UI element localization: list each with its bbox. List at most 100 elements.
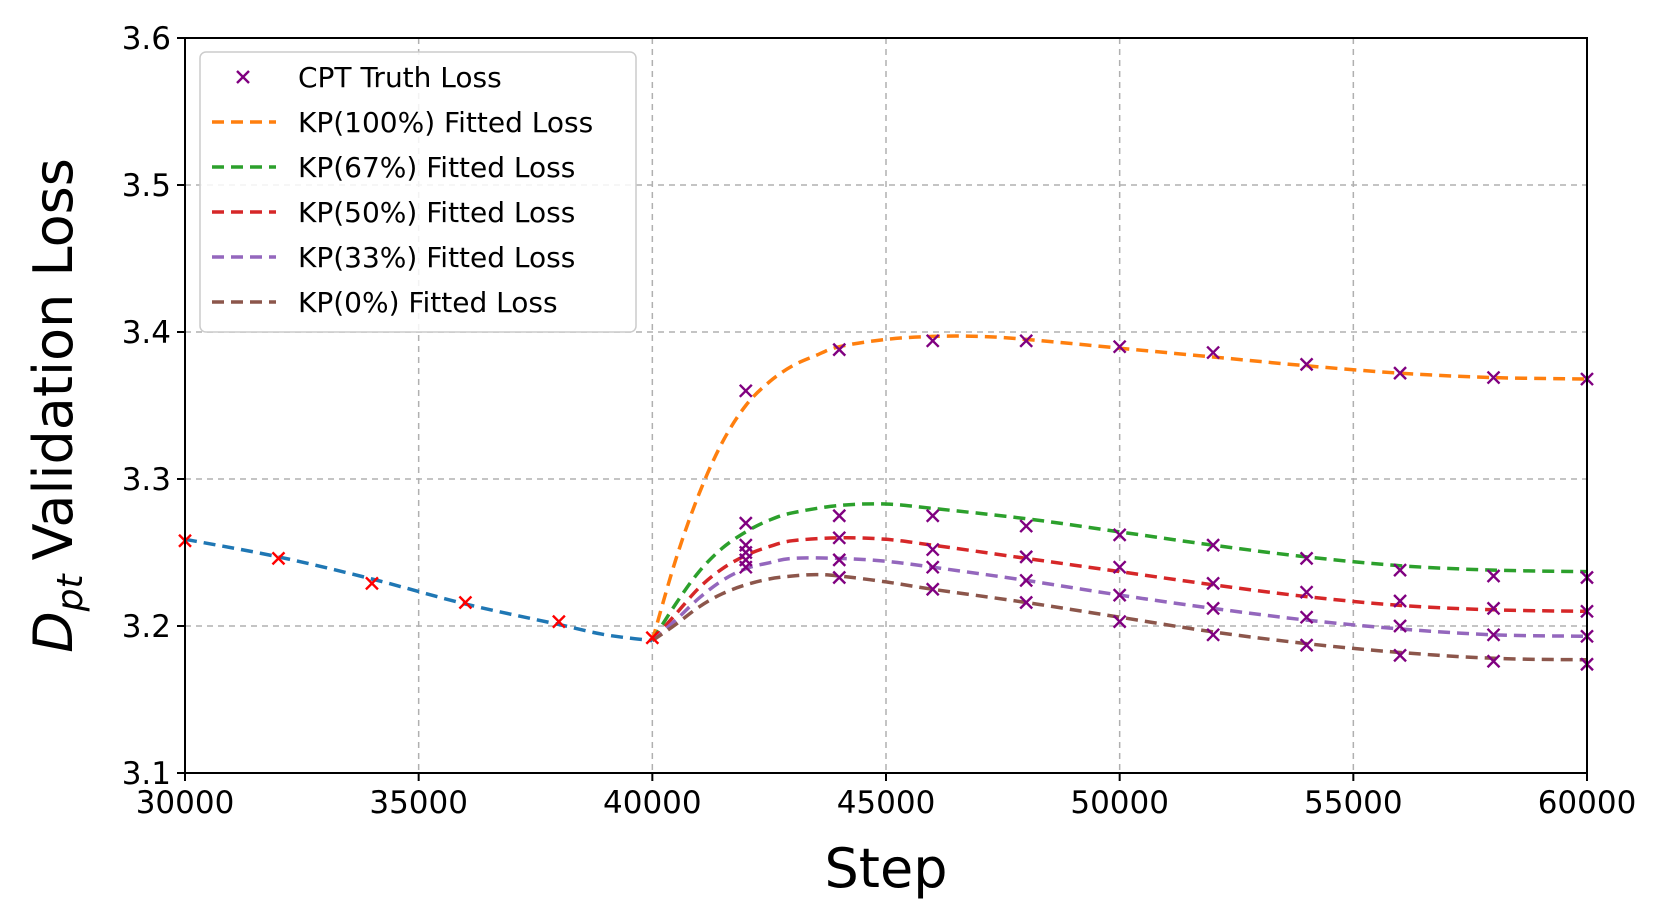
marker-stroke bbox=[1112, 560, 1127, 575]
truth-marker-0 bbox=[1393, 366, 1407, 381]
pretrain-truth-marker bbox=[365, 576, 379, 591]
marker-stroke bbox=[1393, 366, 1407, 381]
truth-marker-3 bbox=[1393, 619, 1407, 633]
pretrain-truth-marker bbox=[271, 551, 286, 566]
marker-stroke bbox=[1486, 370, 1501, 385]
y-axis-label-rest: Validation Loss bbox=[22, 158, 85, 560]
marker-stroke bbox=[832, 530, 847, 545]
marker-stroke bbox=[1206, 627, 1220, 642]
truth-marker-3 bbox=[1206, 601, 1220, 616]
y-tick-label: 3.2 bbox=[122, 609, 171, 645]
marker-stroke bbox=[1393, 648, 1407, 663]
truth-marker-1 bbox=[1299, 551, 1314, 566]
truth-marker-2 bbox=[925, 542, 940, 557]
truth-marker-1 bbox=[1019, 519, 1034, 533]
truth-marker-0 bbox=[1486, 370, 1501, 385]
marker-stroke bbox=[832, 570, 847, 585]
pretrain-truth-marker bbox=[645, 630, 660, 645]
truth-marker-3 bbox=[832, 553, 847, 567]
truth-marker-1 bbox=[1393, 563, 1407, 577]
marker-stroke bbox=[1299, 551, 1314, 566]
marker-stroke bbox=[832, 342, 847, 357]
marker-stroke bbox=[925, 542, 940, 557]
marker-stroke bbox=[1019, 595, 1034, 610]
plot-frame bbox=[184, 37, 1588, 774]
truth-marker-4 bbox=[738, 560, 753, 575]
x-tick-label: 55000 bbox=[1304, 785, 1403, 821]
truth-marker-4 bbox=[925, 582, 940, 597]
series-line-1 bbox=[650, 502, 1588, 642]
marker-stroke bbox=[236, 70, 250, 84]
legend-label: KP(50%) Fitted Loss bbox=[298, 196, 575, 229]
truth-marker-2 bbox=[832, 530, 847, 545]
marker-stroke bbox=[925, 508, 940, 523]
truth-marker-3 bbox=[1486, 627, 1501, 642]
truth-marker-4 bbox=[1486, 654, 1501, 669]
legend-item: KP(33%) Fitted Loss bbox=[212, 241, 575, 274]
marker-stroke bbox=[1206, 576, 1220, 591]
marker-stroke bbox=[925, 582, 940, 597]
legend-label: KP(33%) Fitted Loss bbox=[298, 241, 575, 274]
marker-stroke bbox=[1486, 627, 1501, 642]
truth-marker-0 bbox=[832, 342, 847, 357]
x-tick-label: 35000 bbox=[369, 785, 468, 821]
marker-stroke bbox=[365, 576, 379, 591]
legend-item: KP(67%) Fitted Loss bbox=[212, 151, 575, 184]
legend-label: KP(100%) Fitted Loss bbox=[298, 106, 593, 139]
axis-ticks: 30000 35000 40000 45000 50000 55000 60000 3.1 3.… bbox=[122, 21, 1637, 821]
marker-stroke bbox=[1393, 563, 1407, 577]
x-tick-label: 45000 bbox=[837, 785, 936, 821]
marker-stroke bbox=[925, 333, 940, 348]
legend-item: KP(100%) Fitted Loss bbox=[212, 106, 593, 139]
marker-stroke bbox=[925, 560, 940, 575]
legend-item: KP(50%) Fitted Loss bbox=[212, 196, 575, 229]
legend-item: CPT Truth Loss bbox=[236, 61, 502, 94]
truth-marker-1 bbox=[1206, 538, 1220, 552]
pretrain-truth-marker bbox=[552, 614, 566, 629]
marker-stroke bbox=[1112, 614, 1127, 629]
x-tick-label: 60000 bbox=[1538, 785, 1637, 821]
y-axis-label: Dpt Validation Loss bbox=[22, 158, 91, 653]
truth-marker-4 bbox=[1206, 627, 1220, 642]
marker-stroke bbox=[1206, 601, 1220, 616]
marker-stroke bbox=[1019, 550, 1034, 564]
truth-markers bbox=[178, 333, 1594, 672]
y-axis-label-main: D bbox=[22, 611, 85, 653]
y-axis-label-sub: pt bbox=[50, 572, 91, 612]
marker-stroke bbox=[738, 383, 753, 398]
marker-stroke bbox=[1206, 345, 1220, 360]
truth-marker-3 bbox=[1112, 588, 1127, 602]
marker-stroke bbox=[1299, 585, 1314, 600]
marker-stroke bbox=[1393, 594, 1407, 608]
truth-marker-3 bbox=[925, 560, 940, 575]
marker-stroke bbox=[645, 630, 660, 645]
truth-marker-1 bbox=[738, 516, 753, 530]
truth-marker-1 bbox=[1486, 569, 1501, 583]
legend-label: KP(0%) Fitted Loss bbox=[298, 286, 558, 319]
truth-marker-4 bbox=[1299, 638, 1314, 652]
x-axis-label: Step bbox=[825, 837, 948, 900]
legend-item: KP(0%) Fitted Loss bbox=[212, 286, 558, 319]
truth-marker-4 bbox=[1393, 648, 1407, 663]
truth-marker-2 bbox=[1112, 560, 1127, 575]
truth-marker-1 bbox=[832, 508, 847, 523]
truth-marker-0 bbox=[1019, 333, 1034, 348]
truth-marker-3 bbox=[1019, 573, 1034, 588]
truth-marker-1 bbox=[1112, 528, 1127, 542]
marker-stroke bbox=[1206, 538, 1220, 552]
truth-marker-2 bbox=[1486, 601, 1501, 616]
marker-stroke bbox=[1486, 569, 1501, 583]
y-tick-label: 3.3 bbox=[122, 462, 171, 498]
marker-stroke bbox=[552, 614, 566, 629]
marker-stroke bbox=[1486, 654, 1501, 669]
marker-stroke bbox=[1299, 610, 1314, 625]
y-tick-label: 3.5 bbox=[122, 168, 171, 204]
legend-label: KP(67%) Fitted Loss bbox=[298, 151, 575, 184]
series-line-3 bbox=[651, 556, 1588, 643]
x-tick-label: 40000 bbox=[603, 785, 702, 821]
x-tick-label: 50000 bbox=[1070, 785, 1169, 821]
marker-stroke bbox=[832, 553, 847, 567]
marker-stroke bbox=[1299, 638, 1314, 652]
truth-marker-2 bbox=[1206, 576, 1220, 591]
